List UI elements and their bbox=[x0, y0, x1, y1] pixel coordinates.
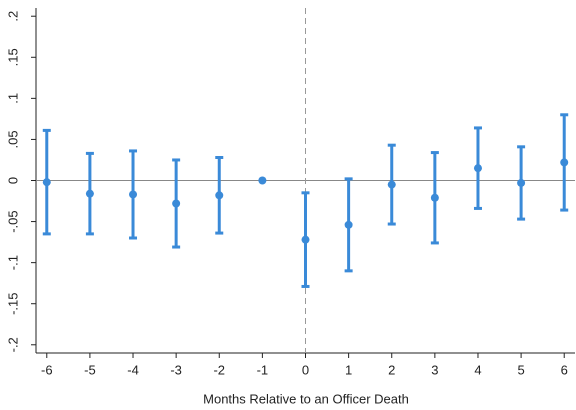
x-tick-label: 2 bbox=[388, 362, 395, 377]
point bbox=[473, 164, 482, 173]
point bbox=[42, 178, 51, 187]
y-tick-label: .1 bbox=[5, 93, 20, 104]
y-tick-label: .2 bbox=[5, 11, 20, 22]
point bbox=[517, 178, 526, 187]
x-axis-label: Months Relative to an Officer Death bbox=[203, 391, 409, 406]
point bbox=[430, 193, 439, 202]
x-tick-label: 0 bbox=[302, 362, 309, 377]
point bbox=[560, 158, 569, 167]
x-tick-label: -1 bbox=[257, 362, 269, 377]
point bbox=[172, 199, 181, 208]
x-tick-label: 1 bbox=[345, 362, 352, 377]
x-tick-label: 6 bbox=[561, 362, 568, 377]
point bbox=[344, 220, 353, 229]
point bbox=[301, 235, 310, 244]
y-tick-label: -.2 bbox=[5, 337, 20, 352]
y-tick-label: .05 bbox=[5, 130, 20, 148]
y-tick-label: -.1 bbox=[5, 255, 20, 270]
y-tick-label: 0 bbox=[5, 177, 20, 184]
x-tick-label: -6 bbox=[41, 362, 53, 377]
x-tick-label: -3 bbox=[170, 362, 182, 377]
point bbox=[85, 189, 94, 198]
point bbox=[258, 176, 267, 185]
x-tick-label: -5 bbox=[84, 362, 96, 377]
y-tick-label: -.05 bbox=[5, 210, 20, 232]
x-tick-label: 3 bbox=[431, 362, 438, 377]
x-tick-label: -2 bbox=[213, 362, 225, 377]
point bbox=[215, 191, 224, 200]
x-tick-label: 5 bbox=[517, 362, 524, 377]
y-tick-label: -.15 bbox=[5, 293, 20, 315]
x-tick-label: -4 bbox=[127, 362, 139, 377]
point bbox=[387, 180, 396, 189]
x-tick-label: 4 bbox=[474, 362, 481, 377]
y-tick-label: .15 bbox=[5, 48, 20, 66]
point bbox=[129, 190, 138, 199]
